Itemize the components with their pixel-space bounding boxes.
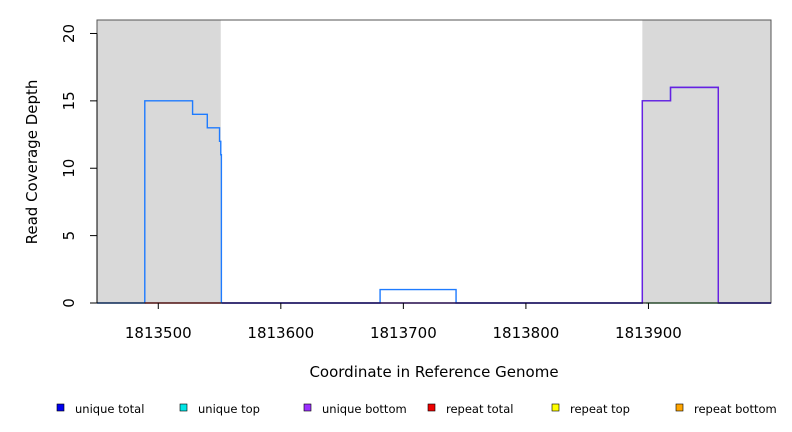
x-tick-label: 1813800 — [493, 324, 560, 342]
shaded-regions — [97, 20, 771, 303]
legend-item: unique bottom — [303, 402, 407, 416]
legend-label: repeat total — [446, 402, 513, 416]
legend-label: unique total — [75, 402, 144, 416]
y-tick-label: 0 — [60, 298, 78, 308]
shaded-region-2 — [642, 20, 771, 303]
y-tick-label: 5 — [60, 231, 78, 241]
legend-label: repeat top — [570, 402, 630, 416]
x-axis: 1813500 1813600 1813700 1813800 1813900 — [97, 302, 771, 342]
shaded-region-1 — [97, 20, 221, 303]
y-axis: 0 5 10 15 20 — [60, 24, 98, 308]
legend-swatch — [675, 403, 684, 412]
legend-label: unique top — [198, 402, 260, 416]
legend-swatch — [427, 403, 436, 412]
legend-item: unique top — [179, 402, 260, 416]
legend-item: unique total — [56, 402, 144, 416]
legend-swatch — [303, 403, 312, 412]
legend-swatch — [179, 403, 188, 412]
y-tick-label: 10 — [60, 159, 78, 178]
legend-item: repeat top — [551, 402, 630, 416]
x-tick-label: 1813900 — [615, 324, 682, 342]
x-tick-label: 1813700 — [370, 324, 437, 342]
legend-label: unique bottom — [322, 402, 407, 416]
series-line-unique-bottom — [221, 86, 771, 304]
legend-label: repeat bottom — [694, 402, 777, 416]
x-tick-label: 1813500 — [125, 324, 192, 342]
legend: unique total unique top unique bottom repea… — [56, 402, 777, 416]
x-axis-title: Coordinate in Reference Genome — [309, 363, 558, 381]
legend-swatch — [56, 403, 65, 412]
legend-item: repeat total — [427, 402, 513, 416]
y-axis-title: Read Coverage Depth — [23, 80, 41, 245]
y-tick-label: 15 — [60, 91, 78, 110]
y-tick-label: 20 — [60, 24, 78, 43]
legend-item: repeat bottom — [675, 402, 777, 416]
x-tick-label: 1813600 — [247, 324, 314, 342]
legend-swatch — [551, 403, 560, 412]
